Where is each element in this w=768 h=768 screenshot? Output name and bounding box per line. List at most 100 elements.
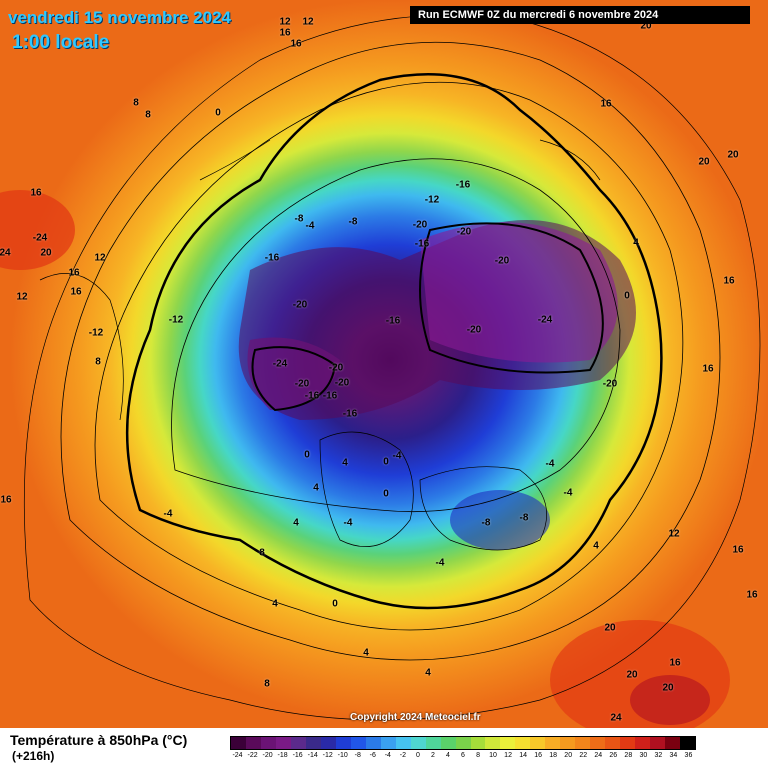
legend-swatch: [575, 737, 591, 749]
isotherm-label: 20: [40, 247, 52, 259]
isotherm-label: 12: [668, 528, 680, 540]
isotherm-label: 12: [279, 16, 291, 28]
legend-tick: 0: [415, 752, 420, 759]
isotherm-label: -8: [348, 216, 358, 228]
isotherm-label: -20: [294, 378, 310, 390]
isotherm-label: -4: [392, 450, 402, 462]
isotherm-label: -20: [466, 324, 482, 336]
isotherm-label: 8: [264, 678, 270, 690]
legend-title: Température à 850hPa (°C): [10, 732, 188, 748]
isotherm-label: 20: [640, 20, 652, 32]
legend-tick: -2: [399, 752, 406, 759]
isotherm-label: 20: [727, 149, 739, 161]
isotherm-label: 4: [363, 647, 369, 659]
isotherm-label: 20: [698, 156, 710, 168]
legend-tick: 28: [624, 752, 633, 759]
isotherm-label: 0: [215, 107, 221, 119]
legend-swatch: [455, 737, 471, 749]
isotherm-label: -16: [304, 390, 320, 402]
legend-tick: 6: [461, 752, 465, 759]
legend-swatch: [620, 737, 636, 749]
forecast-time: 1:00 locale: [12, 32, 110, 53]
isotherm-label: 16: [68, 267, 80, 279]
legend-swatch: [500, 737, 516, 749]
temperature-map: 12 12 16 16 20 16 20 20 8 8 0 16 -24 20 24 12 16 16 12 -8 -4…: [0, 0, 768, 728]
isotherm-label: -4: [563, 487, 573, 499]
legend-swatch: [425, 737, 441, 749]
map-overlay: [0, 14, 761, 728]
isotherm-label: 4: [342, 457, 348, 469]
isotherm-label: 24: [610, 712, 622, 724]
legend-tick: 12: [504, 752, 512, 759]
legend-tick: -16: [292, 752, 303, 759]
isotherm-label: -16: [385, 315, 401, 327]
legend-swatch: [380, 737, 396, 749]
isotherm-label: -20: [292, 299, 308, 311]
isotherm-label: 16: [600, 98, 612, 110]
legend-swatch: [335, 737, 351, 749]
isotherm-label: 20: [604, 622, 616, 634]
isotherm-label: -24: [32, 232, 48, 244]
legend-tick: -8: [354, 752, 361, 759]
run-banner: Run ECMWF 0Z du mercredi 6 novembre 2024: [410, 6, 750, 24]
isotherm-label: 12: [16, 291, 28, 303]
isotherm-label: -16: [342, 408, 358, 420]
legend-swatch: [305, 737, 321, 749]
isotherm-label: -20: [334, 377, 350, 389]
isotherm-label: -20: [412, 219, 428, 231]
legend-tick: 24: [594, 752, 603, 759]
isotherm-label: 24: [0, 247, 11, 259]
legend-swatch: [470, 737, 486, 749]
legend-swatch: [365, 737, 381, 749]
isotherm-label: 8: [145, 109, 151, 121]
legend-swatch: [320, 737, 336, 749]
legend-tick: -12: [322, 752, 333, 759]
isotherm-label: 0: [304, 449, 310, 461]
legend-tick: 32: [654, 752, 663, 759]
legend-tick: 2: [430, 752, 435, 759]
isotherm-label: 16: [290, 38, 302, 50]
legend-swatch: [530, 737, 546, 749]
isotherm-label: 0: [383, 488, 389, 500]
isotherm-label: -20: [456, 226, 472, 238]
isotherm-label: -12: [88, 327, 104, 339]
legend-tick: -20: [262, 752, 273, 759]
legend-tick: -18: [277, 752, 288, 759]
copyright: Copyright 2024 Meteociel.fr: [350, 712, 481, 723]
legend-tick: -24: [232, 752, 243, 759]
isotherm-label: 16: [0, 494, 12, 506]
isotherm-label: 16: [732, 544, 744, 556]
legend-swatch: [290, 737, 306, 749]
legend-swatch: [260, 737, 276, 749]
legend-tick: 18: [549, 752, 558, 759]
legend-ticks: -24 -22 -20 -18 -16 -14 -12 -10 -8 -6 -4 -2 0 2 4 6 8 10 1…: [230, 752, 696, 764]
legend-swatch: [231, 737, 246, 749]
legend-tick: 8: [476, 752, 480, 759]
isotherm-label: 16: [723, 275, 735, 287]
isotherm-label: 0: [383, 456, 389, 468]
isotherm-label: -4: [435, 557, 445, 569]
isotherm-label: -8: [481, 517, 491, 529]
legend-swatch: [590, 737, 606, 749]
isotherm-label: 8: [133, 97, 139, 109]
legend-footer: Température à 850hPa (°C) (+216h) -24 -22…: [0, 728, 768, 768]
isotherm-label: 16: [30, 187, 42, 199]
isotherm-label: -8: [294, 213, 304, 225]
legend-tick: 10: [489, 752, 497, 759]
isotherm-label: 16: [669, 657, 681, 669]
legend-swatch: [350, 737, 366, 749]
isotherm-label: 4: [633, 237, 639, 249]
isotherm-label: 16: [746, 589, 758, 601]
isotherm-label: 8: [95, 356, 101, 368]
legend-swatch: [275, 737, 291, 749]
isotherm-label: 16: [702, 363, 714, 375]
legend-swatch: [395, 737, 411, 749]
isotherm-label: 0: [624, 290, 630, 302]
isotherm-label: -20: [328, 362, 344, 374]
isotherm-label: -24: [537, 314, 553, 326]
legend-tick: 36: [684, 752, 693, 759]
isotherm-label: -16: [264, 252, 280, 264]
isotherm-label: -20: [494, 255, 510, 267]
isotherm-label: 4: [272, 598, 278, 610]
legend-color-bar: [230, 736, 696, 750]
